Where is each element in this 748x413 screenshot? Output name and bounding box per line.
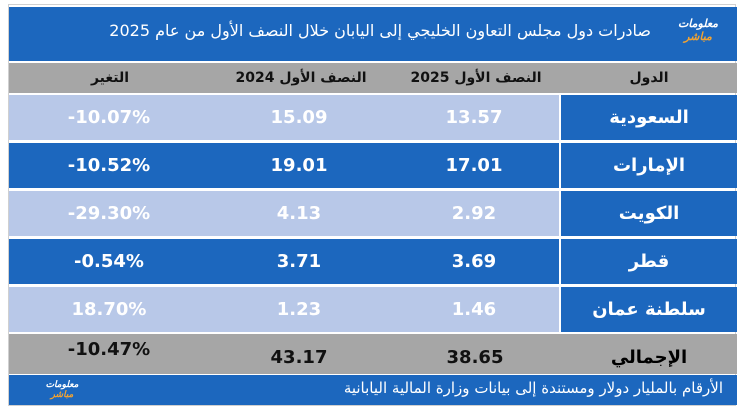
source-note: الأرقام بالمليار دولار ومستندة إلى بيانا…	[343, 379, 723, 397]
footer-logo-line1: معلومات	[45, 380, 79, 390]
logo-text-line2: مباشر	[684, 30, 712, 43]
country-cell: سلطنة عمان	[561, 287, 737, 332]
h1-2025-cell: 17.01	[389, 143, 559, 188]
country-cell: قطر	[561, 239, 737, 284]
h1-2024-cell: 3.71	[209, 239, 389, 284]
footer-logo-line2: مباشر	[50, 390, 74, 400]
h1-2025-cell: 3.69	[389, 239, 559, 284]
h1-2024-cell: 19.01	[209, 143, 389, 188]
change-cell: -10.52%	[9, 143, 209, 188]
h1-2024-cell: 1.23	[209, 287, 389, 332]
total-label-cell: الإجمالي	[561, 334, 737, 374]
column-header-country: الدول	[561, 63, 737, 93]
footer-logo: معلومات مباشر	[37, 380, 87, 400]
total-h1-2025-cell: 38.65	[389, 334, 561, 374]
change-cell: -29.30%	[9, 191, 209, 236]
column-header-h1-2025: النصف الأول 2025	[391, 63, 561, 93]
table-card: صادرات دول مجلس التعاون الخليجي إلى اليا…	[8, 4, 737, 406]
title-bar: صادرات دول مجلس التعاون الخليجي إلى اليا…	[9, 7, 737, 61]
h1-2025-cell: 13.57	[389, 95, 559, 140]
h1-2024-cell: 15.09	[209, 95, 389, 140]
logo-text-line1: معلومات	[677, 17, 719, 30]
page-title: صادرات دول مجلس التعاون الخليجي إلى اليا…	[109, 21, 651, 40]
country-cell: السعودية	[561, 95, 737, 140]
column-header-h1-2024: النصف الأول 2024	[211, 63, 391, 93]
change-cell: -0.54%	[9, 239, 209, 284]
h1-2024-cell: 4.13	[209, 191, 389, 236]
footer-bar: معلومات مباشر الأرقام بالمليار دولار ومس…	[9, 375, 737, 405]
h1-2025-cell: 1.46	[389, 287, 559, 332]
country-cell: الإمارات	[561, 143, 737, 188]
country-cell: الكويت	[561, 191, 737, 236]
h1-2025-cell: 2.92	[389, 191, 559, 236]
total-change-cell: -10.47%	[9, 334, 209, 374]
change-cell: 18.70%	[9, 287, 209, 332]
brand-logo: معلومات مباشر	[667, 17, 729, 49]
column-header-change: التغير	[9, 63, 211, 93]
total-h1-2024-cell: 43.17	[209, 334, 389, 374]
change-cell: -10.07%	[9, 95, 209, 140]
